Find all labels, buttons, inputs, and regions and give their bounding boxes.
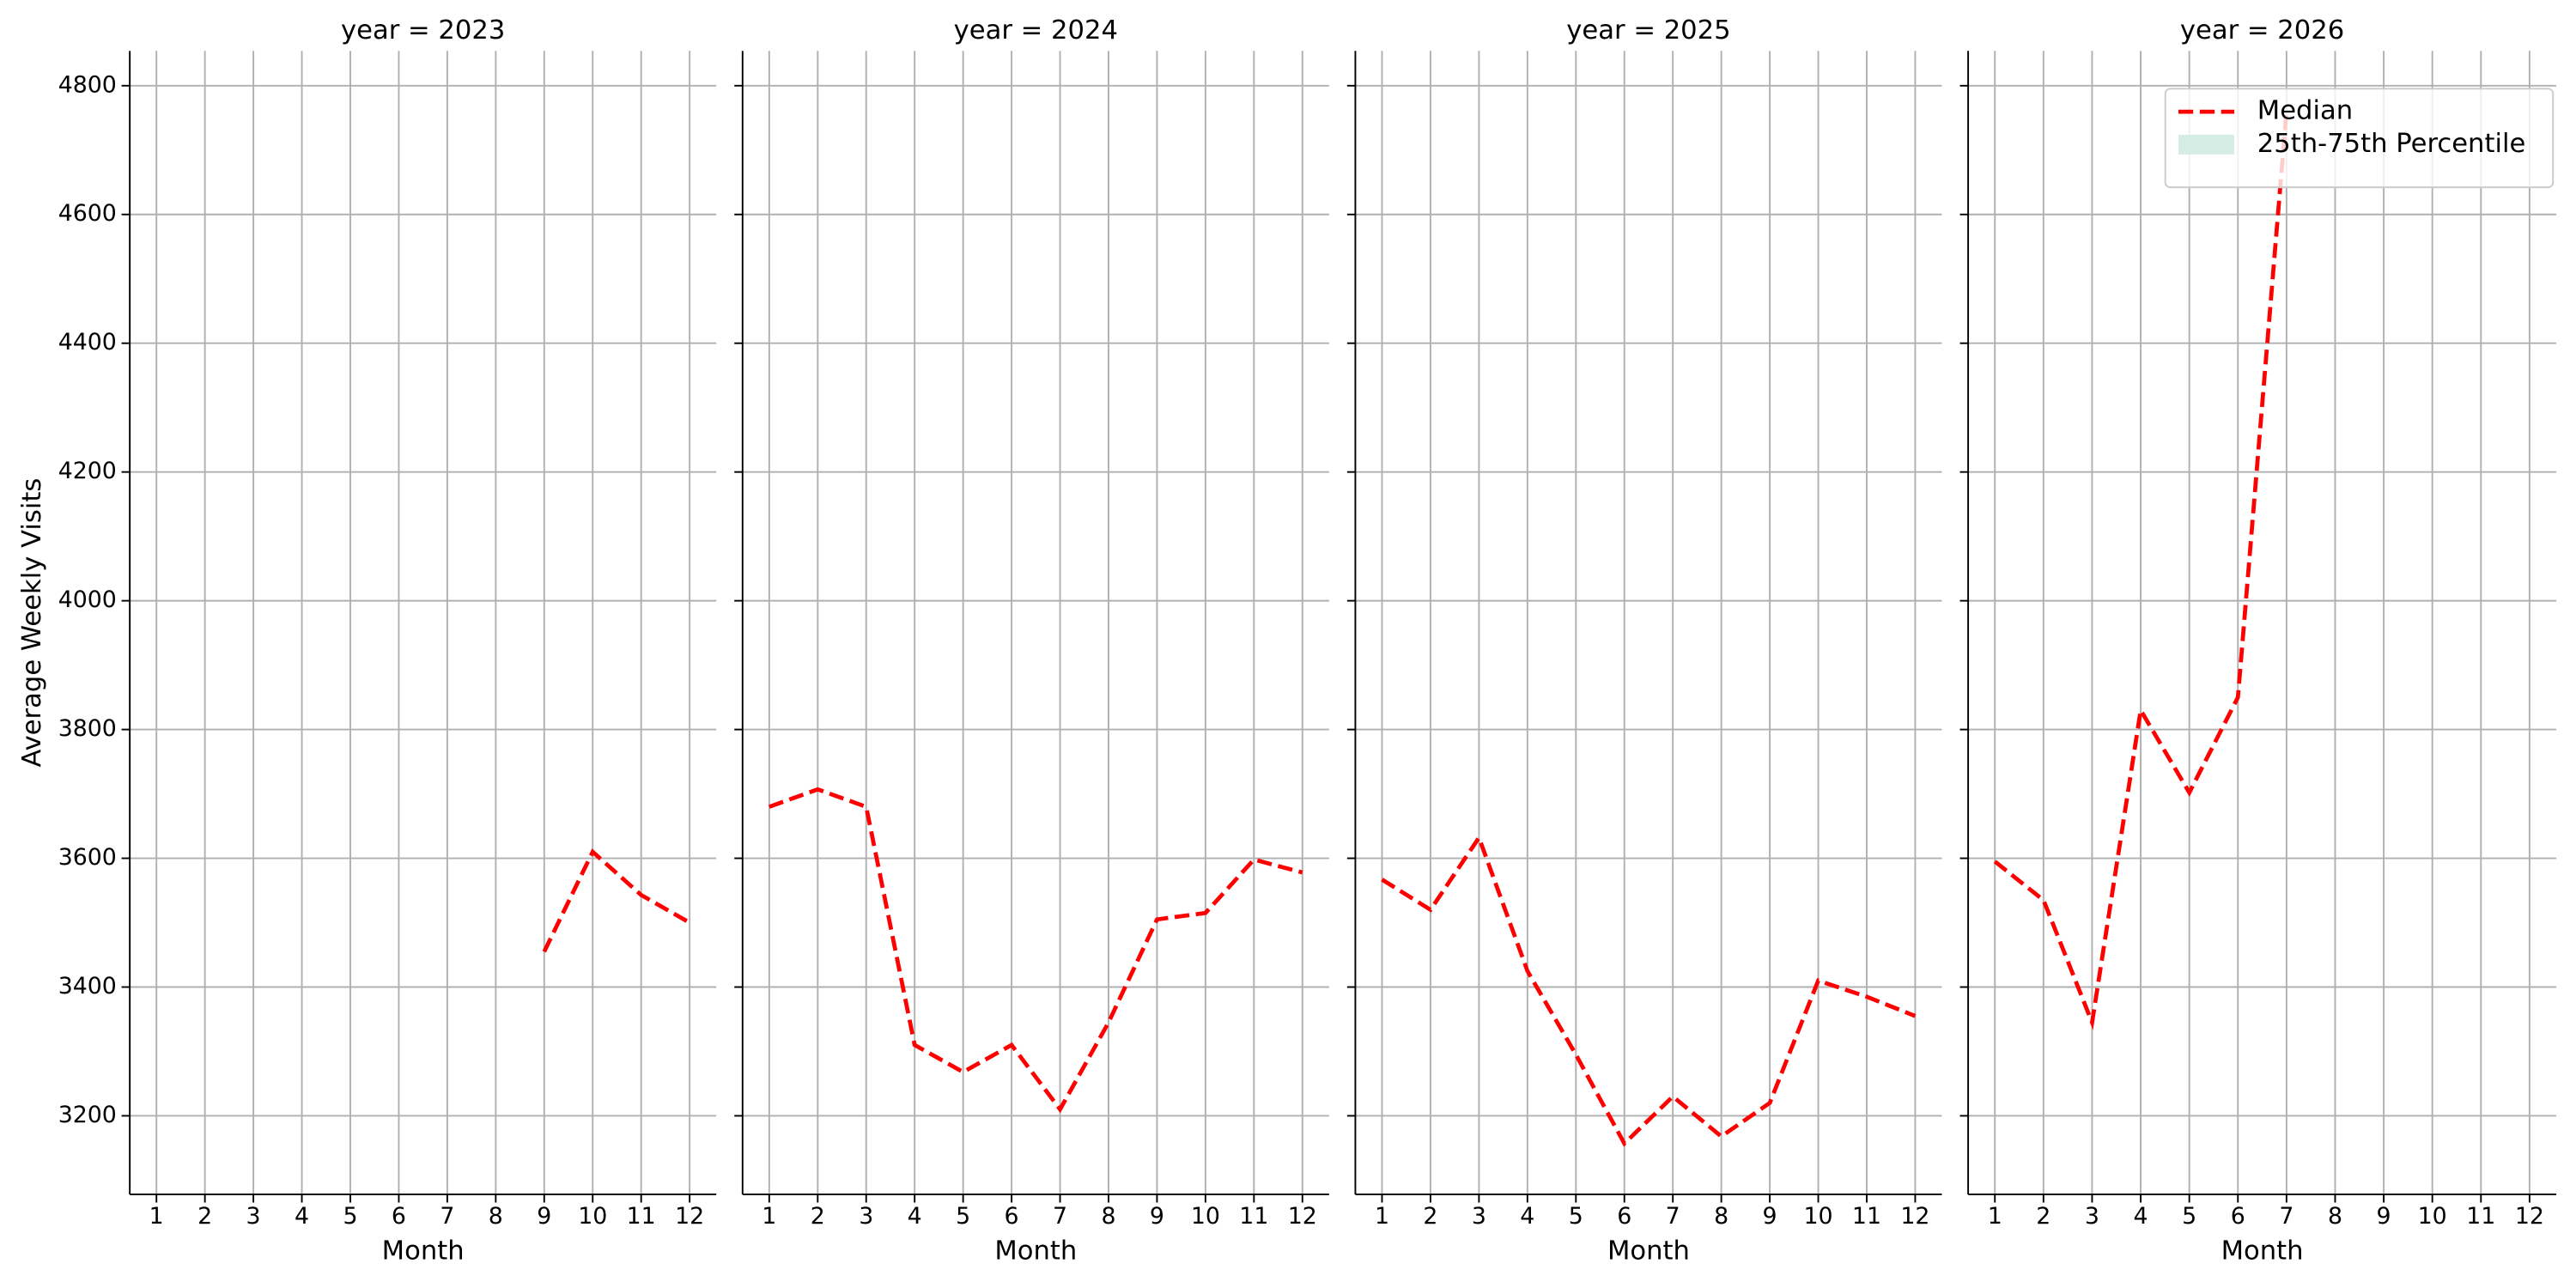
x-axis-label: Month [1607,1236,1690,1266]
x-tick-label: 12 [2515,1203,2544,1230]
x-tick-label: 11 [2466,1203,2495,1230]
x-tick-label: 4 [295,1203,309,1230]
x-tick-label: 2 [2036,1203,2050,1230]
legend-swatch [2178,134,2235,155]
x-tick-label: 3 [2085,1203,2099,1230]
x-tick-label: 6 [2231,1203,2245,1230]
x-tick-label: 5 [956,1203,970,1230]
x-tick-label: 2 [811,1203,825,1230]
x-tick-label: 11 [627,1203,656,1230]
x-tick-label: 5 [343,1203,357,1230]
legend-label: 25th-75th Percentile [2257,129,2526,159]
x-tick-label: 10 [1804,1203,1833,1230]
median-line [1993,111,2289,1030]
x-tick-label: 6 [1005,1203,1019,1230]
y-tick-label: 3400 [58,973,117,999]
x-tick-label: 8 [1714,1203,1728,1230]
y-tick-label: 3600 [58,844,117,871]
x-tick-label: 1 [149,1203,164,1230]
x-tick-label: 11 [1239,1203,1268,1230]
y-tick-label: 4200 [58,458,117,484]
x-tick-label: 4 [1520,1203,1534,1230]
y-tick-label: 4600 [58,200,117,227]
x-tick-label: 6 [392,1203,406,1230]
x-tick-label: 3 [246,1203,261,1230]
panel-title: year = 2026 [2180,15,2344,46]
x-tick-label: 8 [2328,1203,2342,1230]
x-tick-label: 10 [2418,1203,2447,1230]
x-tick-label: 1 [762,1203,776,1230]
x-tick-label: 10 [1191,1203,1220,1230]
x-tick-label: 7 [1666,1203,1680,1230]
legend-box [2164,88,2555,189]
y-axis-label: Average Weekly Visits [17,478,47,768]
x-tick-label: 7 [2279,1203,2293,1230]
x-tick-label: 1 [1988,1203,2002,1230]
x-tick-label: 11 [1852,1203,1881,1230]
panel-title: year = 2025 [1566,15,1730,46]
x-tick-label: 5 [1569,1203,1583,1230]
x-tick-label: 12 [1900,1203,1929,1230]
legend-label: Median [2257,96,2353,126]
x-tick-label: 9 [2377,1203,2391,1230]
x-tick-label: 8 [489,1203,503,1230]
x-tick-label: 2 [1423,1203,1437,1230]
y-tick-label: 4400 [58,329,117,355]
median-line [769,787,1303,1114]
median-line [542,848,691,953]
x-tick-label: 6 [1617,1203,1631,1230]
x-tick-label: 3 [859,1203,873,1230]
x-tick-label: 7 [1053,1203,1067,1230]
x-tick-label: 10 [578,1203,607,1230]
x-tick-label: 5 [2182,1203,2196,1230]
x-tick-label: 1 [1375,1203,1389,1230]
x-axis-label: Month [994,1236,1077,1266]
median-line [1381,833,1917,1147]
y-tick-label: 4800 [58,71,117,98]
x-tick-label: 2 [197,1203,212,1230]
x-tick-label: 4 [908,1203,922,1230]
y-tick-label: 3200 [58,1102,117,1128]
y-tick-label: 3800 [58,715,117,742]
x-tick-label: 3 [1472,1203,1486,1230]
x-tick-label: 9 [1763,1203,1777,1230]
panel-title: year = 2024 [954,15,1118,46]
x-tick-label: 9 [537,1203,551,1230]
x-tick-label: 8 [1101,1203,1115,1230]
x-tick-label: 12 [1288,1203,1317,1230]
x-axis-label: Month [382,1236,465,1266]
panel-title: year = 2023 [341,15,505,46]
x-axis-label: Month [2221,1236,2304,1266]
x-tick-label: 4 [2134,1203,2148,1230]
y-tick-label: 4000 [58,586,117,613]
x-tick-label: 7 [440,1203,454,1230]
x-tick-label: 12 [675,1203,704,1230]
x-tick-label: 9 [1150,1203,1164,1230]
